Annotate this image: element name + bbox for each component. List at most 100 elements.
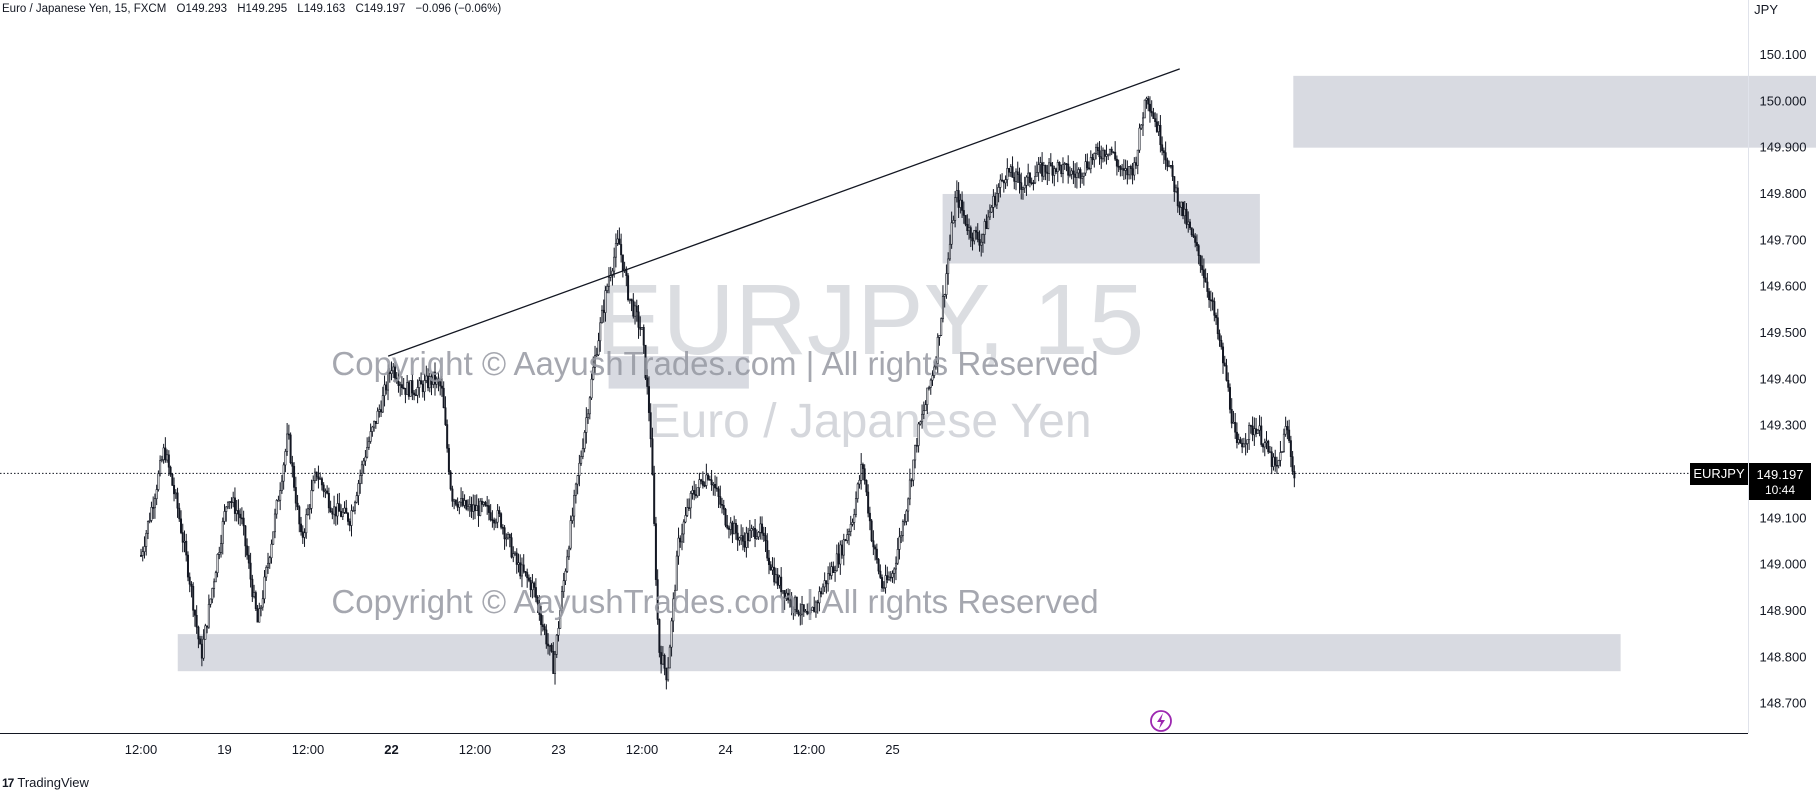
candle (439, 378, 442, 396)
candle (807, 602, 810, 615)
candle (696, 487, 699, 498)
candle (886, 566, 889, 584)
candle (748, 519, 751, 542)
candle (1223, 355, 1226, 367)
candle (715, 476, 718, 492)
candle (740, 524, 743, 546)
candle (628, 298, 631, 304)
candle (936, 333, 939, 375)
candle (999, 174, 1002, 198)
candle (404, 387, 407, 404)
symbol-description[interactable]: Euro / Japanese Yen, 15, FXCM (2, 3, 167, 15)
zone-3[interactable] (1293, 75, 1816, 148)
candle (681, 523, 684, 551)
candle (416, 379, 419, 404)
candle (609, 266, 612, 282)
candle (1126, 160, 1129, 185)
candle (296, 494, 299, 510)
candle (503, 525, 506, 550)
candle (206, 625, 209, 634)
candle (512, 546, 515, 563)
candle (881, 574, 884, 592)
candle (260, 604, 263, 617)
lightning-icon[interactable] (1150, 710, 1172, 732)
candle (868, 506, 871, 531)
zone-1[interactable] (608, 356, 749, 389)
candle (249, 552, 252, 588)
candle (848, 528, 851, 546)
candle (143, 536, 146, 559)
candle (326, 485, 329, 495)
candle (286, 422, 289, 456)
candle (957, 182, 960, 219)
candle (451, 485, 454, 507)
candle (1202, 258, 1205, 288)
candle (1044, 164, 1047, 181)
price-chart[interactable]: EURJPY, 15 Euro / Japanese Yen Copyright… (0, 0, 1816, 770)
candle (632, 293, 635, 319)
candle (877, 557, 880, 575)
candle (1293, 465, 1296, 488)
candle (856, 482, 859, 503)
candle (423, 373, 426, 401)
low-value: L149.163 (297, 3, 346, 15)
candle (364, 449, 367, 466)
candle (597, 332, 600, 357)
candle (853, 508, 856, 531)
trendline[interactable] (387, 68, 1180, 357)
candle (799, 603, 802, 626)
candle (482, 501, 485, 507)
candle (1225, 358, 1228, 382)
candle (223, 504, 226, 525)
candle (353, 500, 356, 515)
candle (945, 264, 948, 299)
candle (592, 356, 595, 381)
candle (1220, 335, 1223, 350)
candle (320, 476, 323, 491)
candle (842, 533, 845, 566)
candle (785, 588, 788, 602)
candle (1058, 161, 1061, 171)
candle (1112, 151, 1115, 154)
candle (242, 510, 245, 536)
candle (390, 361, 393, 381)
candle (933, 361, 936, 379)
candle (1128, 166, 1131, 180)
currency-label[interactable]: JPY (1754, 2, 1778, 17)
candle (280, 474, 283, 494)
candle (1105, 144, 1108, 165)
candle (185, 533, 188, 562)
candle (341, 508, 344, 521)
candle (468, 496, 471, 517)
candle (839, 540, 842, 575)
candle (823, 572, 826, 592)
price-axis[interactable]: 150.100 150.000 149.900 149.800 149.700 149.6… (1760, 47, 1807, 711)
candle (1282, 428, 1285, 453)
candle (1119, 165, 1122, 177)
time-axis[interactable]: 12:00 19 12:00 22 12:00 23 12:00 24 12:00 25 (125, 742, 900, 757)
candle (703, 481, 706, 488)
candle (527, 574, 530, 583)
candle (171, 473, 174, 486)
candle (950, 211, 953, 249)
candle (675, 550, 678, 591)
candle (940, 317, 943, 337)
tradingview-brand[interactable]: 17 TradingView (2, 775, 89, 790)
high-value: H149.295 (237, 3, 288, 15)
candle (1049, 153, 1052, 167)
candle (816, 599, 819, 614)
candle (548, 644, 551, 656)
time-tick-label: 12:00 (626, 742, 659, 757)
candle (959, 193, 962, 214)
candle (764, 527, 767, 553)
candle (872, 530, 875, 556)
candle (679, 535, 682, 548)
candle (519, 554, 522, 580)
candle (1204, 268, 1207, 283)
candle (806, 603, 809, 616)
zone-4[interactable] (177, 634, 1621, 672)
candle (1091, 153, 1094, 165)
candle (547, 633, 550, 655)
candle (317, 465, 320, 489)
time-tick-label: 25 (885, 742, 899, 757)
